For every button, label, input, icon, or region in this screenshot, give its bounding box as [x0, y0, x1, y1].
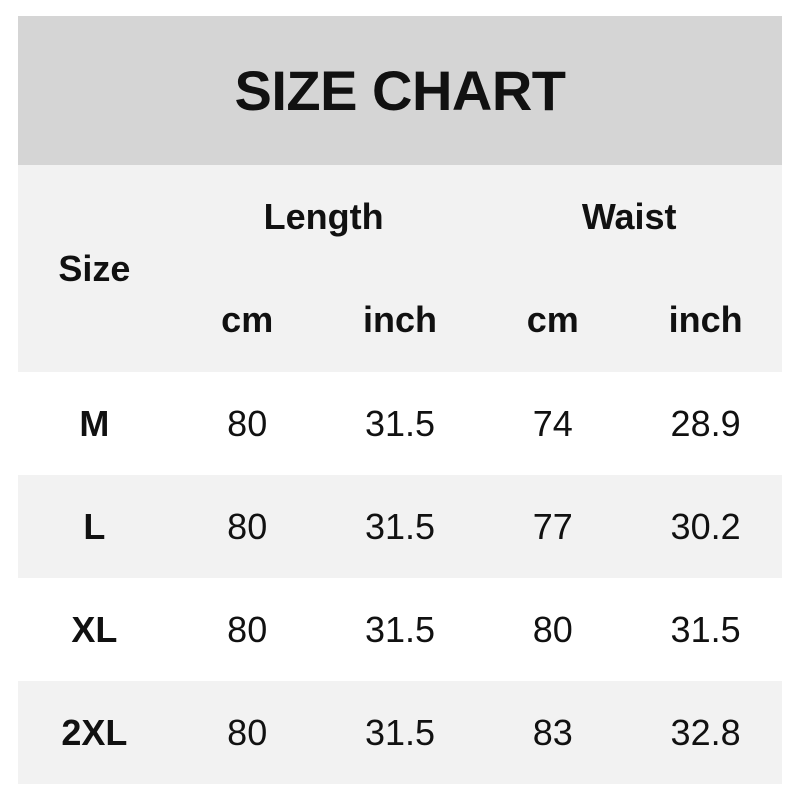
header-group-row: Size Length Waist [18, 165, 782, 372]
length-inch-header: inch [323, 268, 477, 372]
page-title: SIZE CHART [234, 59, 567, 122]
table-row: XL 80 31.5 80 31.5 [18, 578, 782, 681]
value-cell: 31.5 [364, 402, 436, 444]
value-cell: 80 [227, 402, 268, 444]
size-cell: XL [71, 608, 118, 650]
table-header: Size Length Waist cm inch cm inch [18, 165, 782, 372]
size-chart-table: Size Length Waist cm inch cm inch M 80 31.… [18, 165, 782, 784]
header-unit-row: cm inch cm inch [18, 268, 782, 372]
size-cell: 2XL [61, 711, 128, 753]
waist-inch-header: inch [629, 268, 782, 372]
waist-cm-header: cm [476, 268, 630, 372]
size-cell: L [83, 505, 106, 547]
table-row: 2XL 80 31.5 83 32.8 [18, 681, 782, 784]
waist-group-header: Waist [476, 165, 782, 269]
value-cell: 83 [532, 711, 573, 753]
value-cell: 80 [227, 711, 268, 753]
value-cell: 31.5 [364, 608, 436, 650]
value-cell: 30.2 [670, 505, 741, 547]
value-cell: 74 [532, 402, 573, 444]
size-chart-title-banner: SIZE CHART [18, 16, 782, 165]
value-cell: 31.5 [364, 711, 436, 753]
table-row: L 80 31.5 77 30.2 [18, 475, 782, 578]
value-cell: 32.8 [670, 711, 741, 753]
value-cell: 80 [227, 505, 268, 547]
length-cm-header: cm [170, 268, 324, 372]
size-column-header: Size [18, 165, 171, 372]
length-group-header: Length [170, 165, 477, 269]
value-cell: 80 [532, 608, 573, 650]
table-row: M 80 31.5 74 28.9 [18, 372, 782, 475]
value-cell: 28.9 [670, 402, 741, 444]
value-cell: 80 [227, 608, 268, 650]
value-cell: 31.5 [364, 505, 436, 547]
table-body: M 80 31.5 74 28.9 L 80 31.5 77 30.2 XL 80 31.5 80 31.5… [18, 372, 782, 784]
value-cell: 77 [532, 505, 573, 547]
size-cell: M [79, 402, 110, 444]
value-cell: 31.5 [670, 608, 741, 650]
